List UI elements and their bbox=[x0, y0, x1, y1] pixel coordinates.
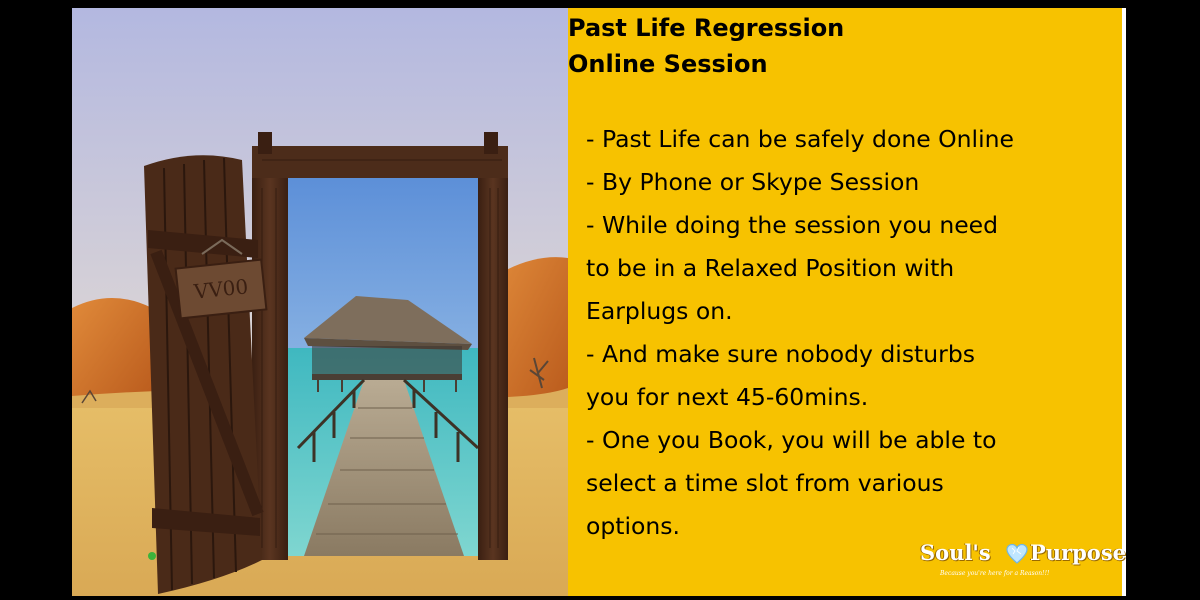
souls-purpose-logo: Soul's Purpose Because you're here for a… bbox=[920, 540, 1126, 590]
logo-word-1: Soul's bbox=[920, 540, 991, 565]
detail-line: select a time slot from various bbox=[586, 469, 944, 497]
detail-line: to be in a Relaxed Position with bbox=[586, 254, 955, 282]
heart-icon bbox=[1006, 543, 1028, 564]
detail-line: - And make sure nobody disturbs bbox=[586, 340, 975, 368]
session-details: - Past Life can be safely done Online - … bbox=[586, 118, 1116, 548]
info-panel: Past Life Regression Online Session - Pa… bbox=[568, 8, 1126, 596]
title-line-2: Online Session bbox=[568, 50, 768, 78]
detail-line: - By Phone or Skype Session bbox=[586, 168, 920, 196]
detail-line: - While doing the session you need bbox=[586, 211, 999, 239]
sign-text: VV00 bbox=[192, 274, 250, 304]
detail-line: options. bbox=[586, 512, 681, 540]
detail-line: you for next 45-60mins. bbox=[586, 383, 869, 411]
detail-line: - One you Book, you will be able to bbox=[586, 426, 997, 454]
door-to-pier-photo: VV00 bbox=[72, 8, 568, 596]
page-title: Past Life Regression Online Session bbox=[568, 10, 1108, 82]
title-line-1: Past Life Regression bbox=[568, 14, 845, 42]
logo-word-2: Purpose bbox=[1030, 540, 1126, 565]
detail-line: - Past Life can be safely done Online bbox=[586, 125, 1014, 153]
logo-tagline: Because you're here for a Reason!!! bbox=[940, 570, 1050, 577]
detail-line: Earplugs on. bbox=[586, 297, 733, 325]
slide: VV00 Past Life Regression Online Session… bbox=[72, 8, 1126, 596]
